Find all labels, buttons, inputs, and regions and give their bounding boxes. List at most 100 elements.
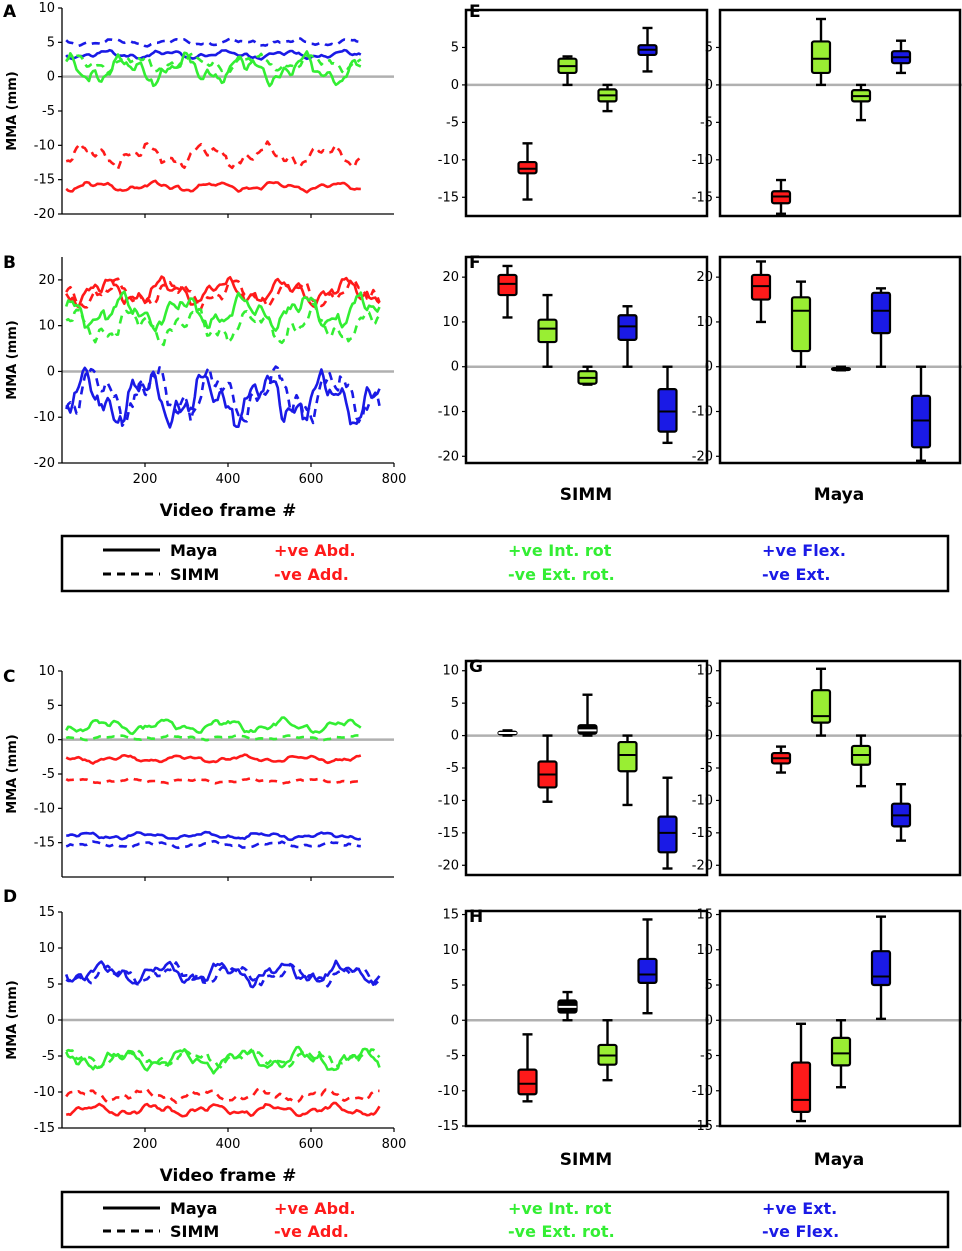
panel-e-frame [464,8,709,218]
panel-f-box-1 [537,293,558,368]
panel-b-xtick-label: 800 [382,472,407,487]
panel-e-box-0 [517,142,538,201]
panel-f-ytick-label: 20 [696,270,713,285]
panel-d-series-5 [65,1101,381,1118]
panel-f-ytick-label: -10 [692,405,713,420]
panel-b-ytick-label: 20 [38,273,55,288]
panel-c-ytick-label: 10 [38,664,55,679]
panel-c-series-3 [65,776,361,785]
panel-a-ytick-label: -10 [34,138,55,153]
panel-h-maya: -15 -10 -5 0 5 10 15 [692,908,962,1134]
panel-f: -20 -10 0 10 20 -20 -10 0 10 20 [438,255,962,464]
panel-d-series-1 [64,961,381,988]
panel-b-ytick-label: -20 [34,456,55,471]
panel-a-ytick-label: 0 [47,70,55,85]
panel-f-ytick-label: -10 [438,405,459,420]
box-iqr [617,314,638,341]
panel-a-series-3 [65,52,362,75]
panel-b-ytick-label: 10 [38,319,55,334]
legend-bottom-red-pos: +ve Abd. [274,1199,356,1218]
panel-g-box-0 [497,729,518,737]
panel-label-c: C [3,667,15,687]
panel-e-box-3 [637,26,658,73]
panel-f-ytick-label: 20 [442,270,459,285]
panel-a-ytick-label: 10 [38,1,55,16]
legend-bottom: Maya SIMM +ve Abd. -ve Add. +ve Int. rot… [60,1190,950,1249]
panel-h-box-1 [830,1019,852,1089]
panel-g-ytick-label: 0 [451,729,459,744]
panel-a: -20 -15 -10 -5 0 5 10 MMA (mm) [5,1,394,222]
panel-d-series-4 [65,1087,380,1104]
panel-c-series-4 [66,830,362,842]
panel-h-ytick-label: 10 [442,943,459,958]
panel-f-ytick-label: -20 [438,449,459,464]
panel-e-box-1 [557,55,578,87]
panel-a-ytick-label: -5 [42,104,55,119]
legend-top-maya: Maya [170,541,217,560]
panel-b-ytick-label: 0 [47,364,55,379]
panel-label-b: B [3,253,16,273]
panel-g-ytick-label: -15 [692,826,713,841]
panel-c-series-1 [65,733,361,742]
panel-h-ytick-label: 5 [705,978,713,993]
panel-g-ytick-label: -10 [438,793,459,808]
panel-h-frame [718,909,962,1128]
panel-e: -15 -10 -5 0 5 -15 -10 -5 0 5 [438,8,962,218]
panel-b-series-0 [65,275,381,309]
legend-top-red-neg: -ve Add. [274,565,349,584]
panel-g-ytick-label: -20 [692,858,713,873]
panel-b-ylabel: MMA (mm) [5,320,20,399]
panel-f-box-4 [910,365,932,462]
panel-e-ytick-label: -15 [438,190,459,205]
box-iqr [790,296,812,353]
panel-h: -15 -10 -5 0 5 10 15 -15 -10 -5 0 5 10 15 [438,908,962,1134]
panel-c-ytick-label: 0 [47,733,55,748]
panel-g-ytick-label: 10 [442,664,459,679]
panel-f-ytick-label: 10 [696,315,713,330]
panel-g-ytick-label: -5 [700,761,713,776]
group-label-simm-bottom: SIMM [560,1150,612,1170]
panel-e-ytick-label: 0 [705,78,713,93]
panel-g-box-3 [617,734,638,807]
panel-e-ytick-label: 5 [451,40,459,55]
panel-g-ytick-label: 10 [696,664,713,679]
panel-g-ytick-label: -10 [692,793,713,808]
box-iqr [830,1036,852,1067]
panel-e-ytick-label: -5 [700,115,713,130]
panel-g-ytick-label: -15 [438,826,459,841]
panel-a-ylabel: MMA (mm) [5,71,20,150]
panel-h-ytick-label: 5 [451,978,459,993]
panel-d-ytick-label: -5 [42,1049,55,1064]
panel-b-series-1 [65,277,381,311]
panel-h-ytick-label: -5 [700,1049,713,1064]
panel-g-box-3 [890,783,912,842]
panel-b-series-5 [64,365,381,428]
panel-h-ytick-label: -15 [438,1119,459,1134]
box-iqr [810,40,832,75]
panel-g-box-2 [850,734,872,788]
box-iqr [910,394,932,449]
panel-h-ytick-label: -5 [446,1049,459,1064]
legend-bottom-green-pos: +ve Int. rot [508,1199,612,1218]
panel-e-ytick-label: 0 [451,78,459,93]
group-label-simm-top: SIMM [560,485,612,505]
legend-top-blue-pos: +ve Flex. [762,541,846,560]
panel-h-ytick-label: -10 [438,1084,459,1099]
panel-a-series-2 [65,50,362,88]
panel-h-frame [464,909,709,1128]
panel-label-f: F [469,253,481,273]
panel-e-ytick-label: -10 [438,153,459,168]
panel-h-ytick-label: 15 [696,908,713,923]
panel-b-xtick-label: 600 [299,472,324,487]
panel-e-box-3 [890,39,912,75]
panel-g-ytick-label: 0 [705,729,713,744]
box-iqr [870,291,892,335]
group-label-maya-top: Maya [814,485,864,505]
box-iqr [810,689,832,724]
legend-top-frame [60,534,950,593]
panel-g-simm: -20 -15 -10 -5 0 5 10 [438,659,709,877]
legend-top: Maya SIMM +ve Abd. -ve Add. +ve Int. rot… [60,534,950,593]
panel-h-ytick-label: -10 [692,1084,713,1099]
legend-bottom-blue-pos: +ve Ext. [762,1199,837,1218]
panel-a-ytick-label: 5 [47,35,55,50]
